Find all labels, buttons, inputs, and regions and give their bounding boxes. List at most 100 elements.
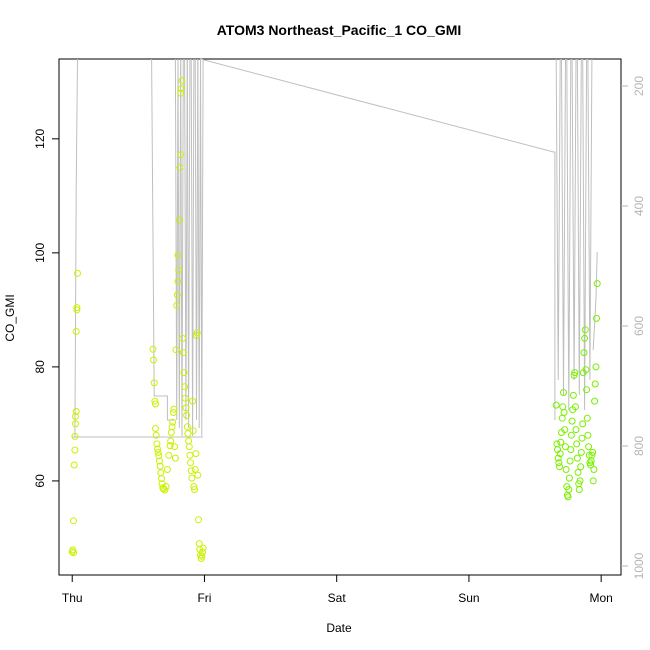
y2-tick-label: 600 — [632, 316, 646, 336]
data-point — [190, 483, 198, 491]
altitude-trace — [561, 58, 566, 396]
data-point — [72, 328, 80, 335]
data-point — [577, 448, 585, 456]
data-point — [72, 420, 79, 428]
data-point — [593, 280, 601, 288]
data-point — [588, 451, 596, 459]
data-point — [171, 443, 179, 451]
data-point — [157, 469, 165, 477]
data-point — [199, 548, 206, 556]
data-point — [577, 463, 585, 471]
data-point — [568, 417, 576, 425]
data-point — [185, 443, 193, 451]
data-point — [567, 431, 575, 439]
data-point — [556, 450, 564, 458]
plot-border — [58, 58, 622, 576]
data-point — [163, 466, 171, 473]
data-point — [199, 544, 207, 552]
data-point — [177, 85, 185, 93]
data-point — [173, 291, 181, 299]
x-tick-label: Fri — [197, 591, 211, 605]
data-point — [583, 386, 591, 394]
altitude-trace — [72, 58, 78, 438]
y2-tick-label: 400 — [632, 196, 646, 216]
y-tick-label: 60 — [33, 474, 47, 488]
x-axis: Thu Fri Sat Sun Mon — [62, 574, 613, 605]
data-point — [74, 269, 81, 277]
data-point — [189, 397, 197, 405]
altitude-trace — [186, 58, 191, 429]
data-point — [560, 389, 567, 396]
data-point — [150, 356, 157, 364]
data-point — [158, 475, 165, 483]
chart-title: ATOM3 Northeast_Pacific_1 CO_GMI — [217, 22, 462, 38]
data-point — [575, 486, 583, 493]
data-point — [589, 448, 597, 456]
data-point — [150, 379, 158, 387]
data-point — [72, 407, 80, 415]
data-point — [591, 380, 599, 388]
data-point — [587, 457, 595, 465]
data-point — [183, 411, 191, 419]
y2-tick-label: 800 — [632, 436, 646, 456]
data-point — [193, 332, 200, 339]
data-point — [152, 431, 160, 439]
altitude-trace — [200, 58, 204, 437]
x-tick-label: Mon — [589, 591, 612, 605]
points — [68, 77, 601, 562]
data-point — [553, 440, 561, 448]
data-point — [151, 397, 159, 405]
data-point — [152, 425, 159, 432]
data-point — [192, 450, 200, 458]
data-point — [70, 461, 78, 469]
data-point — [178, 77, 186, 85]
altitude-trace — [555, 58, 561, 381]
data-point — [589, 477, 597, 485]
data-point — [181, 383, 189, 391]
y-tick-label: 100 — [33, 243, 47, 263]
data-point — [156, 462, 164, 470]
data-point — [552, 401, 560, 409]
y2-tick-label: 1000 — [632, 552, 646, 579]
data-point — [556, 463, 563, 471]
data-point — [168, 423, 176, 431]
data-point — [165, 451, 173, 459]
data-point — [161, 486, 169, 494]
data-point — [571, 403, 579, 411]
data-point — [188, 474, 196, 482]
altitude-trace — [576, 58, 582, 396]
data-point — [554, 454, 562, 462]
data-point — [193, 329, 201, 337]
data-point — [570, 371, 578, 379]
data-point — [578, 434, 586, 442]
data-point — [581, 334, 589, 342]
data-point — [183, 423, 191, 431]
x-tick-label: Sat — [328, 591, 347, 605]
data-point — [169, 409, 177, 416]
altitude-trace — [177, 58, 182, 429]
data-point — [176, 163, 184, 171]
data-point — [162, 483, 170, 491]
data-point — [579, 420, 587, 428]
altitude-trace — [194, 58, 199, 421]
data-point — [558, 414, 566, 422]
data-point — [191, 466, 199, 473]
data-point — [569, 391, 577, 399]
data-point — [152, 400, 159, 408]
y-tick-label: 80 — [33, 360, 47, 374]
data-point — [187, 459, 195, 467]
data-point — [182, 404, 190, 412]
data-point — [573, 454, 581, 462]
data-point — [591, 397, 599, 405]
altitude-trace — [582, 58, 588, 411]
data-point — [583, 414, 591, 422]
altitude-trace — [587, 58, 593, 381]
data-point — [184, 430, 192, 438]
data-point — [70, 517, 77, 525]
data-point — [195, 516, 202, 524]
data-point — [171, 454, 179, 462]
data-point — [174, 251, 182, 259]
data-point — [590, 466, 598, 473]
data-point — [557, 438, 565, 446]
